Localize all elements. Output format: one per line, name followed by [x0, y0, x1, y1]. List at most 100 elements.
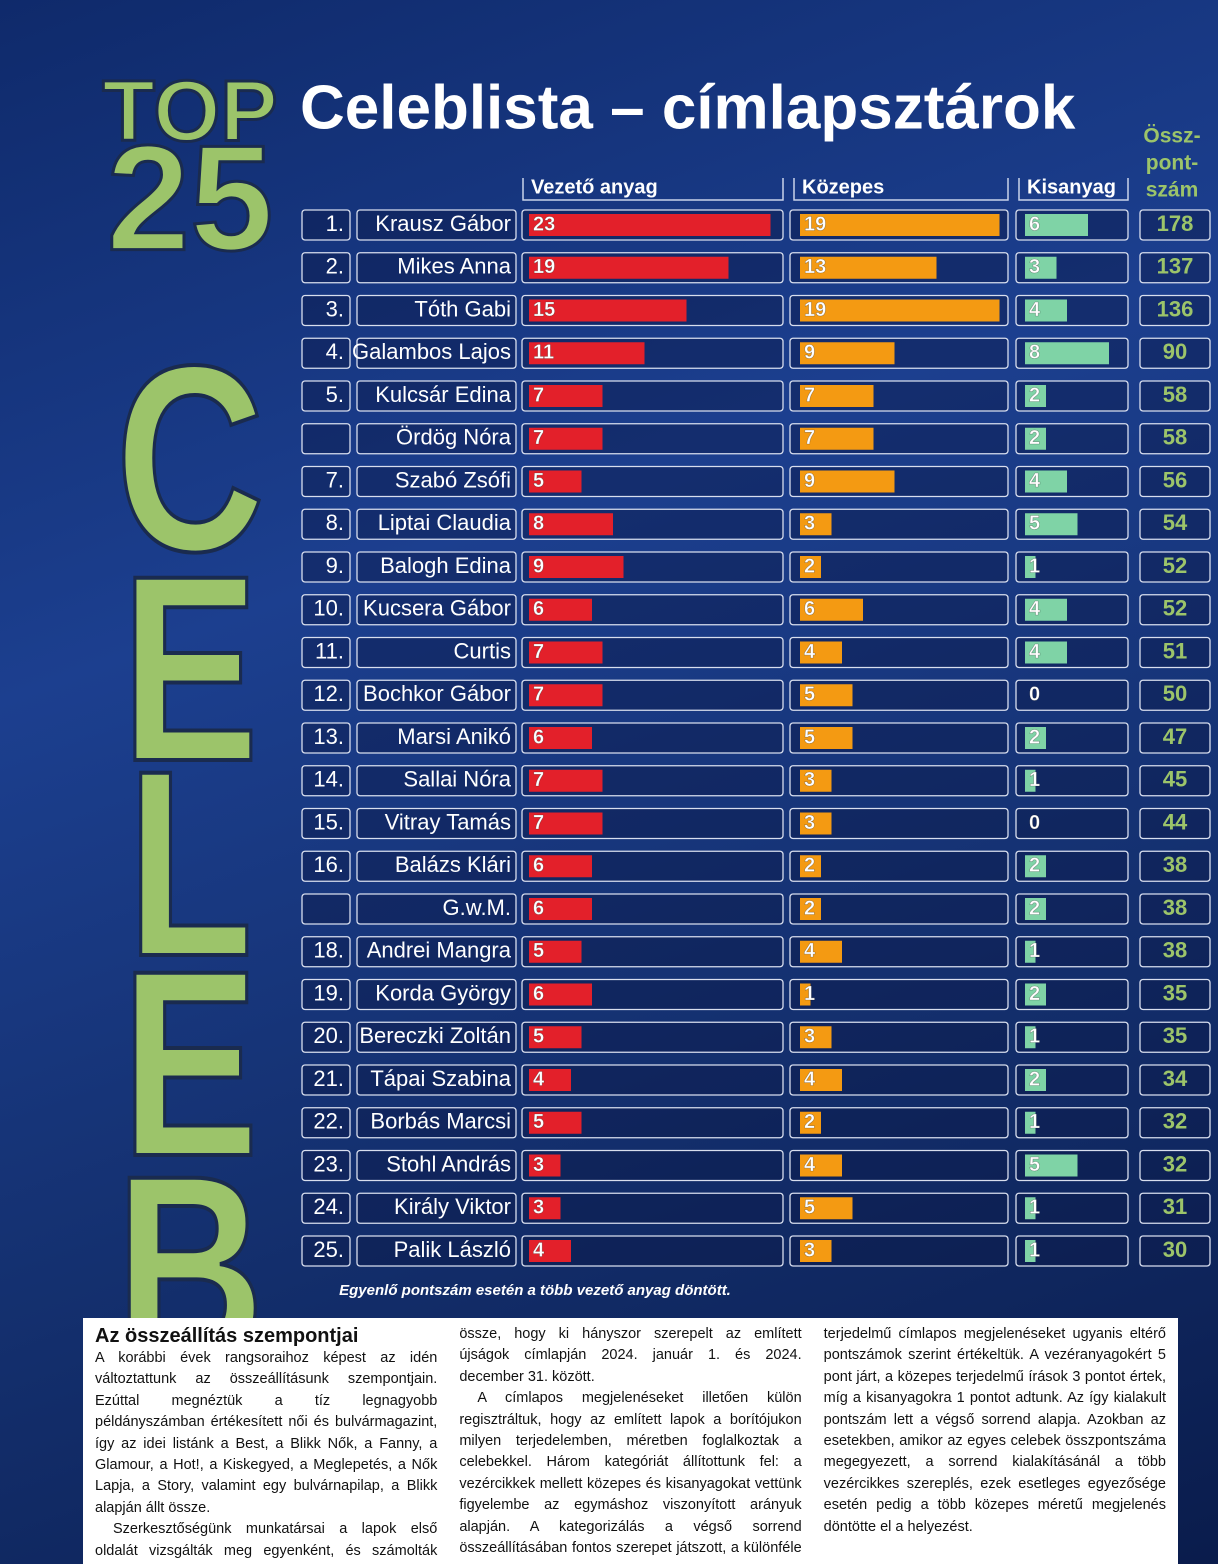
bar: [800, 427, 874, 450]
bar: [529, 940, 582, 963]
bar: [529, 684, 603, 707]
bar: [529, 812, 603, 835]
cell-box: [789, 807, 1009, 840]
name: Borbás Marcsi: [370, 1109, 511, 1134]
cell-box: [789, 1107, 1009, 1139]
column-bracket: [1018, 178, 1129, 201]
bar: [1025, 983, 1046, 1006]
bar-label: 3: [804, 769, 815, 791]
bar-label: 1: [1029, 769, 1040, 791]
total: 34: [1163, 1066, 1188, 1091]
total: 35: [1163, 980, 1187, 1005]
cell-box: [356, 893, 517, 925]
cell-box: [1015, 1192, 1129, 1224]
bar-label: 0: [1029, 684, 1040, 706]
bar: [1025, 1026, 1036, 1049]
bar: [1025, 1154, 1078, 1177]
bar-label: 11: [533, 342, 554, 364]
cell-box: [1139, 294, 1211, 327]
cell-box: [1139, 722, 1211, 754]
bar-label: 23: [533, 213, 555, 235]
total: 45: [1163, 767, 1187, 792]
bar: [1025, 556, 1036, 578]
cell-box: [356, 294, 517, 327]
name: Mikes Anna: [397, 254, 511, 279]
cell-box: [301, 337, 351, 369]
article-title: Az összeállítás szempontjai: [95, 1325, 359, 1347]
celeb-letter: E: [121, 521, 259, 817]
cell-box: [1139, 337, 1211, 369]
paragraph: Szerkesztőségünk munkatársai a lapok els…: [95, 1326, 802, 1559]
total: 137: [1157, 254, 1194, 279]
cell-box: [521, 936, 784, 968]
total: 54: [1163, 510, 1188, 535]
bar: [529, 641, 603, 664]
cell-box: [356, 978, 517, 1011]
bar-label: 1: [1029, 1197, 1040, 1219]
cell-box: [356, 1021, 517, 1053]
footnote: Egyenlő pontszám esetén a több vezető an…: [339, 1282, 731, 1299]
bar: [800, 1197, 853, 1220]
bar: [800, 812, 832, 835]
cell-box: [1139, 1064, 1211, 1096]
name: Tápai Szabina: [370, 1066, 511, 1091]
total: 38: [1163, 852, 1187, 877]
bar-label: 0: [1029, 812, 1040, 834]
bar: [1025, 342, 1109, 365]
bar: [1025, 1111, 1036, 1134]
bar: [1025, 470, 1067, 493]
total: 50: [1163, 681, 1187, 706]
bar-label: 19: [533, 256, 555, 278]
bar-label: 8: [533, 513, 544, 535]
cell-box: [1139, 850, 1211, 882]
cell-box: [521, 1107, 784, 1139]
bar-label: 7: [804, 384, 815, 406]
bar: [800, 385, 874, 407]
bar: [1025, 641, 1067, 664]
bar-label: 7: [533, 769, 544, 791]
cell-box: [301, 893, 351, 925]
bar-label: 5: [1029, 1154, 1040, 1176]
rank: 19.: [313, 980, 344, 1005]
name: Stohl András: [386, 1151, 511, 1176]
bar: [529, 256, 729, 279]
bar: [529, 983, 592, 1006]
bar: [800, 898, 821, 920]
bar-label: 4: [1029, 598, 1041, 620]
name: Kulcsár Edina: [375, 382, 512, 407]
article: Az összeállítás szempontjai A korábbi év…: [83, 1318, 1178, 1564]
bar-label: 5: [533, 1026, 544, 1048]
bar-label: 6: [533, 897, 544, 919]
cell-box: [356, 465, 517, 498]
bar: [800, 342, 895, 365]
bar: [800, 769, 832, 792]
cell-box: [356, 807, 517, 840]
bar-label: 3: [804, 1026, 815, 1048]
bar: [800, 556, 821, 578]
bar: [800, 641, 842, 664]
bar-label: 2: [804, 1111, 815, 1133]
bar: [800, 1111, 821, 1134]
bar: [529, 1069, 571, 1091]
cell-box: [356, 594, 517, 626]
total-header: pont-: [1146, 152, 1198, 175]
cell-box: [1015, 679, 1129, 711]
cell-box: [356, 252, 517, 284]
bar: [529, 727, 592, 749]
name: Tóth Gabi: [414, 296, 511, 321]
rank: 23.: [313, 1151, 344, 1176]
cell-box: [356, 679, 517, 711]
bar: [800, 470, 895, 493]
bar-label: 6: [1029, 213, 1040, 235]
cell-box: [789, 936, 1009, 968]
total: 178: [1157, 211, 1194, 236]
cell-box: [301, 594, 351, 626]
bar-label: 2: [804, 897, 815, 919]
bar: [529, 1154, 561, 1177]
bar: [1025, 855, 1046, 878]
rank: 14.: [313, 767, 344, 792]
bar: [529, 214, 771, 236]
bar: [800, 598, 863, 621]
bar: [529, 427, 603, 450]
bar-label: 5: [533, 940, 544, 962]
